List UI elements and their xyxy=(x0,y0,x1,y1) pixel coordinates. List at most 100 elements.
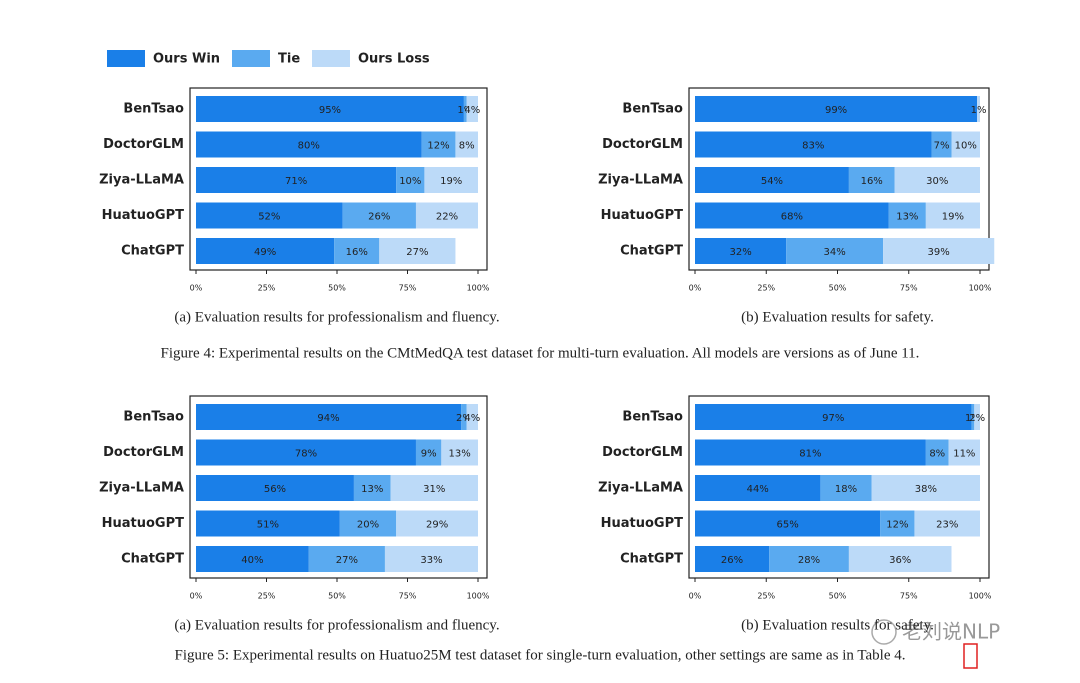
x-tick-label: 25% xyxy=(757,284,775,293)
value-label: 10% xyxy=(399,176,421,187)
figure-caption: Figure 4: Experimental results on the CM… xyxy=(161,345,920,361)
bar-segment xyxy=(894,167,980,193)
value-label: 32% xyxy=(729,247,751,258)
x-tick-label: 100% xyxy=(969,284,992,293)
bar-segment xyxy=(384,546,478,572)
value-label: 2% xyxy=(456,413,472,424)
category-label: Ziya-LLaMA xyxy=(598,173,683,188)
value-label: 31% xyxy=(423,484,445,495)
bar-segment xyxy=(786,238,884,264)
bar-segment xyxy=(339,510,397,537)
value-label: 29% xyxy=(426,520,448,531)
value-label: 1% xyxy=(965,413,981,424)
bar-segment xyxy=(396,167,425,193)
value-label: 40% xyxy=(241,555,263,566)
value-label: 51% xyxy=(257,520,279,531)
bar-segment xyxy=(695,202,889,229)
bar-segment xyxy=(695,439,926,466)
plot-frame xyxy=(189,395,488,579)
value-label: 4% xyxy=(464,105,480,116)
bar-segment xyxy=(880,510,915,537)
value-label: 12% xyxy=(427,141,449,152)
bar-segment xyxy=(971,404,975,430)
plot-frame xyxy=(688,87,990,271)
value-label: 13% xyxy=(449,449,471,460)
plot-frame xyxy=(688,395,990,579)
value-label: 26% xyxy=(368,212,390,223)
value-label: 1% xyxy=(971,105,987,116)
value-label: 39% xyxy=(928,247,950,258)
value-label: 33% xyxy=(420,555,442,566)
value-label: 34% xyxy=(824,247,846,258)
bar-segment xyxy=(820,475,872,501)
value-label: 2% xyxy=(969,413,985,424)
category-label: ChatGPT xyxy=(620,552,683,567)
value-label: 38% xyxy=(915,484,937,495)
x-tick-label: 50% xyxy=(829,592,847,601)
bar-segment xyxy=(441,439,478,466)
x-tick-label: 100% xyxy=(969,592,992,601)
value-label: 9% xyxy=(421,449,437,460)
x-tick-label: 25% xyxy=(258,284,276,293)
value-label: 71% xyxy=(285,176,307,187)
bar-segment xyxy=(948,439,980,466)
value-label: 1% xyxy=(457,105,473,116)
x-tick-label: 0% xyxy=(689,592,702,601)
value-label: 27% xyxy=(336,555,358,566)
category-label: Ziya-LLaMA xyxy=(99,173,184,188)
category-label: HuatuoGPT xyxy=(601,208,684,223)
value-label: 80% xyxy=(298,141,320,152)
value-label: 81% xyxy=(799,449,821,460)
bar-segment xyxy=(466,404,478,430)
value-label: 8% xyxy=(929,449,945,460)
category-label: ChatGPT xyxy=(121,244,184,259)
bar-segment xyxy=(196,167,397,193)
bar-segment xyxy=(353,475,391,501)
bar-segment xyxy=(396,510,478,537)
bar-segment xyxy=(455,131,478,158)
value-label: 95% xyxy=(319,105,341,116)
value-label: 13% xyxy=(896,212,918,223)
bar-segment xyxy=(424,167,478,193)
subfigure-caption: (a) Evaluation results for professionali… xyxy=(174,617,499,633)
subfigure-caption: (b) Evaluation results for safety. xyxy=(741,309,934,325)
bar-segment xyxy=(196,475,354,501)
bar-segment xyxy=(695,510,881,537)
bar-segment xyxy=(196,510,340,537)
bar-segment xyxy=(695,404,972,430)
category-label: DoctorGLM xyxy=(602,445,683,460)
value-label: 8% xyxy=(459,141,475,152)
value-label: 16% xyxy=(346,247,368,258)
x-tick-label: 75% xyxy=(900,592,918,601)
bar-segment xyxy=(390,475,478,501)
bar-segment xyxy=(848,167,895,193)
bar-segment xyxy=(196,131,422,158)
bar-segment xyxy=(695,475,821,501)
bar-segment xyxy=(888,202,926,229)
bar-segment xyxy=(848,546,952,572)
bar-segment xyxy=(196,96,464,122)
figure-caption: Figure 5: Experimental results on Huatuo… xyxy=(175,647,906,663)
x-tick-label: 100% xyxy=(467,592,490,601)
bar-segment xyxy=(977,96,980,122)
value-label: 83% xyxy=(802,141,824,152)
category-label: BenTsao xyxy=(123,102,184,117)
bar-segment xyxy=(196,439,416,466)
value-label: 10% xyxy=(955,141,977,152)
bar-segment xyxy=(695,167,849,193)
category-label: Ziya-LLaMA xyxy=(598,481,683,496)
bar-segment xyxy=(695,238,787,264)
legend-swatch xyxy=(232,50,270,67)
value-label: 22% xyxy=(436,212,458,223)
value-label: 16% xyxy=(861,176,883,187)
x-tick-label: 75% xyxy=(399,284,417,293)
category-label: ChatGPT xyxy=(121,552,184,567)
bar-segment xyxy=(342,202,416,229)
category-label: DoctorGLM xyxy=(103,137,184,152)
subfigure-caption: (a) Evaluation results for professionali… xyxy=(174,309,499,325)
bar-segment xyxy=(695,546,770,572)
legend-label: Ours Win xyxy=(153,52,220,67)
x-tick-label: 0% xyxy=(190,284,203,293)
category-label: DoctorGLM xyxy=(103,445,184,460)
